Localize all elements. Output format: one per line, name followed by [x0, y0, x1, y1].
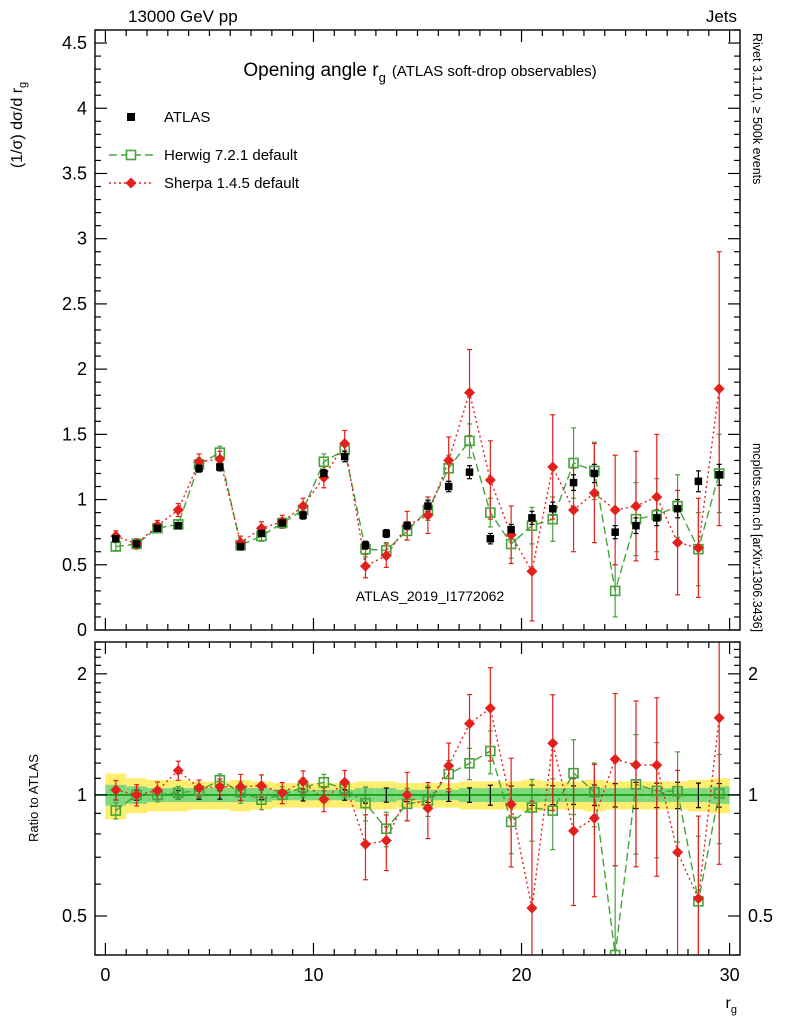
svg-text:10: 10	[303, 965, 323, 985]
svg-text:4.5: 4.5	[62, 33, 87, 53]
svg-text:20: 20	[512, 965, 532, 985]
svg-text:30: 30	[720, 965, 740, 985]
x-axis-label-sub: g	[731, 1004, 737, 1016]
svg-text:0.5: 0.5	[748, 906, 773, 926]
main-y-axis-label-text: (1/σ) dσ/d r	[9, 87, 26, 168]
header-beam-label: 13000 GeV pp	[128, 7, 238, 26]
legend-marks-layer	[109, 113, 153, 189]
svg-text:3.5: 3.5	[62, 163, 87, 183]
svg-text:2.5: 2.5	[62, 294, 87, 314]
svg-text:0: 0	[77, 620, 87, 640]
main-y-axis-label-sub: g	[17, 82, 29, 88]
svg-text:1: 1	[77, 490, 87, 510]
plot-title: Opening angle rg (ATLAS soft-drop observa…	[243, 60, 596, 85]
svg-text:2: 2	[748, 664, 758, 684]
x-axis-label: rg	[726, 995, 737, 1016]
legend-label-atlas: ATLAS	[164, 109, 210, 126]
svg-text:1: 1	[748, 785, 758, 805]
svg-text:0.5: 0.5	[62, 906, 87, 926]
plot-title-suffix: (ATLAS soft-drop observables)	[392, 63, 597, 80]
svg-text:1.5: 1.5	[62, 424, 87, 444]
mcplots-arxiv-note: mcplots.cern.ch [arXiv:1306.3436]	[750, 443, 764, 632]
axes-layer: 0 10 20 30 0 0.5 1 1.5 2 2.5 3 3.5 4 4.5 0.5 0.5 1 1 2 2	[62, 29, 773, 985]
svg-text:1: 1	[77, 785, 87, 805]
ratio-y-axis-label: Ratio to ATLAS	[26, 754, 41, 842]
svg-text:2: 2	[77, 359, 87, 379]
main-data-layer	[110, 251, 725, 622]
legend-label-herwig: Herwig 7.2.1 default	[164, 147, 298, 164]
header-analysis-label: Jets	[706, 7, 737, 26]
legend-label-sherpa: Sherpa 1.4.5 default	[164, 175, 300, 192]
x-axis-label-text: r	[726, 995, 732, 1012]
svg-text:0.5: 0.5	[62, 555, 87, 575]
plot-title-main: Opening angle r	[243, 60, 379, 81]
main-y-axis-label: (1/σ) dσ/d rg	[9, 82, 29, 168]
ratio-reference-bands-layer	[95, 773, 740, 820]
plot-title-sub: g	[379, 70, 386, 85]
svg-text:2: 2	[77, 664, 87, 684]
ratio-data-layer	[110, 642, 725, 955]
analysis-id-watermark: ATLAS_2019_I1772062	[356, 588, 505, 604]
svg-text:0: 0	[100, 965, 110, 985]
rivet-version-note: Rivet 3.1.10, ≥ 500k events	[750, 33, 764, 184]
svg-text:4: 4	[77, 98, 87, 118]
svg-text:3: 3	[77, 229, 87, 249]
